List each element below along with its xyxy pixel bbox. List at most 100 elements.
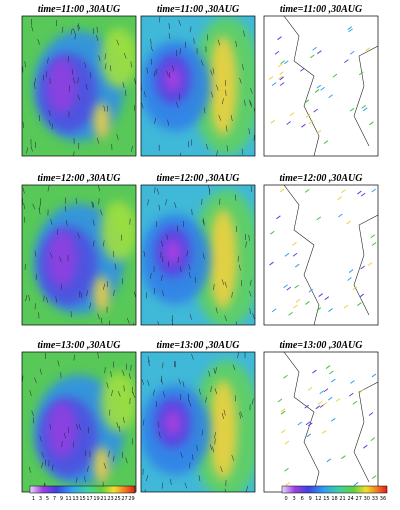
map-panel	[22, 185, 136, 325]
wind-arrow	[112, 455, 115, 462]
wind-arrow	[30, 145, 33, 152]
wind-barb	[280, 410, 286, 415]
wind-arrow	[103, 283, 105, 290]
wind-barb	[371, 373, 377, 378]
wind-barb	[323, 388, 329, 393]
wind-arrow	[231, 454, 235, 461]
wind-barb	[280, 408, 286, 413]
wind-arrow	[73, 28, 76, 35]
wind-barb	[307, 386, 313, 391]
wind-arrow	[100, 317, 103, 324]
wind-barb	[371, 188, 377, 193]
wind-arrow	[162, 362, 164, 369]
wind-arrow	[150, 45, 153, 52]
wind-arrow	[22, 121, 24, 128]
wind-arrow	[34, 303, 36, 310]
wind-barb	[346, 220, 351, 225]
colorbar-tick-label: 36	[380, 496, 386, 502]
colorbar-tick-label: 0	[284, 496, 287, 502]
wind-arrow	[161, 256, 164, 263]
wind-barb	[284, 467, 289, 472]
wind-arrow	[231, 291, 233, 298]
wind-arrow	[103, 105, 106, 112]
wind-arrow	[250, 87, 253, 94]
wind-barb	[325, 365, 331, 369]
wind-barb	[362, 107, 368, 112]
wind-arrow	[141, 379, 145, 385]
wind-arrow	[26, 147, 28, 154]
wind-arrow	[77, 77, 79, 84]
wind-arrow	[222, 413, 224, 420]
wind-arrow	[73, 441, 75, 448]
wind-barb	[292, 241, 297, 246]
wind-arrow	[150, 58, 152, 65]
wind-arrow	[188, 272, 191, 279]
wind-arrow	[213, 368, 216, 374]
wind-barb	[305, 113, 311, 118]
wind-barb	[347, 277, 352, 281]
wind-arrow	[154, 70, 156, 77]
wind-arrow	[73, 151, 75, 156]
wind-arrow	[155, 68, 158, 75]
panel-title: time=12:00 ,30AUG	[157, 173, 241, 184]
wind-barb	[335, 398, 341, 402]
wind-arrow	[73, 77, 75, 84]
panel-frame	[140, 184, 256, 326]
wind-barb	[347, 26, 353, 31]
colorbar-tick-label: 15	[79, 496, 85, 502]
wind-barb	[360, 265, 365, 270]
colorbar-tick-label: 29	[128, 496, 134, 502]
wind-arrow	[212, 67, 215, 74]
wind-arrow	[48, 110, 51, 116]
wind-arrow	[22, 187, 25, 194]
panel-title: time=13:00 ,30AUG	[280, 340, 364, 351]
wind-arrow	[154, 187, 156, 194]
wind-arrow	[122, 81, 125, 88]
wind-arrow	[248, 128, 250, 135]
wind-arrow	[91, 201, 94, 208]
colorbar-tick-label: 30	[364, 496, 370, 502]
field-blob	[46, 58, 77, 114]
wind-arrow	[251, 398, 254, 405]
wind-barb	[313, 108, 318, 113]
wind-barb	[316, 130, 322, 134]
colorbar-tick-label: 27	[121, 496, 127, 502]
map-panel	[141, 185, 255, 325]
wind-arrow	[217, 39, 220, 46]
wind-arrow	[147, 356, 150, 363]
wind-arrow	[172, 65, 174, 72]
wind-barb	[292, 252, 298, 257]
wind-arrow	[77, 94, 80, 101]
wind-arrow	[92, 219, 95, 226]
wind-arrow	[157, 421, 160, 428]
wind-arrow	[113, 289, 115, 297]
wind-arrow	[123, 417, 125, 424]
wind-barb	[341, 189, 346, 194]
wind-arrow	[114, 263, 117, 270]
colorbar-tick-label: 24	[347, 496, 353, 502]
wind-arrow	[61, 26, 64, 33]
wind-barb	[318, 293, 323, 297]
colorbar-tick-label: 7	[53, 496, 56, 502]
panel-title: time=12:00 ,30AUG	[38, 173, 122, 184]
field-bg	[264, 352, 378, 492]
wind-arrow	[126, 317, 130, 324]
wind-arrow	[97, 313, 100, 320]
wind-arrow	[125, 457, 128, 464]
wind-arrow	[158, 431, 161, 438]
wind-arrow	[250, 101, 252, 108]
wind-arrow	[189, 400, 192, 407]
colorbar-tick-label: 33	[372, 496, 378, 502]
wind-arrow	[208, 370, 211, 377]
field-blob	[209, 380, 238, 480]
wind-arrow	[199, 388, 201, 395]
wind-arrow	[154, 117, 156, 124]
wind-arrow	[248, 234, 250, 241]
wind-barb	[352, 286, 358, 291]
panel-title: time=13:00 ,30AUG	[157, 340, 241, 351]
wind-barb	[328, 94, 333, 99]
map-panel	[264, 352, 378, 492]
wind-arrow	[29, 390, 32, 397]
panel-frame	[21, 184, 137, 326]
wind-arrow	[143, 250, 146, 257]
